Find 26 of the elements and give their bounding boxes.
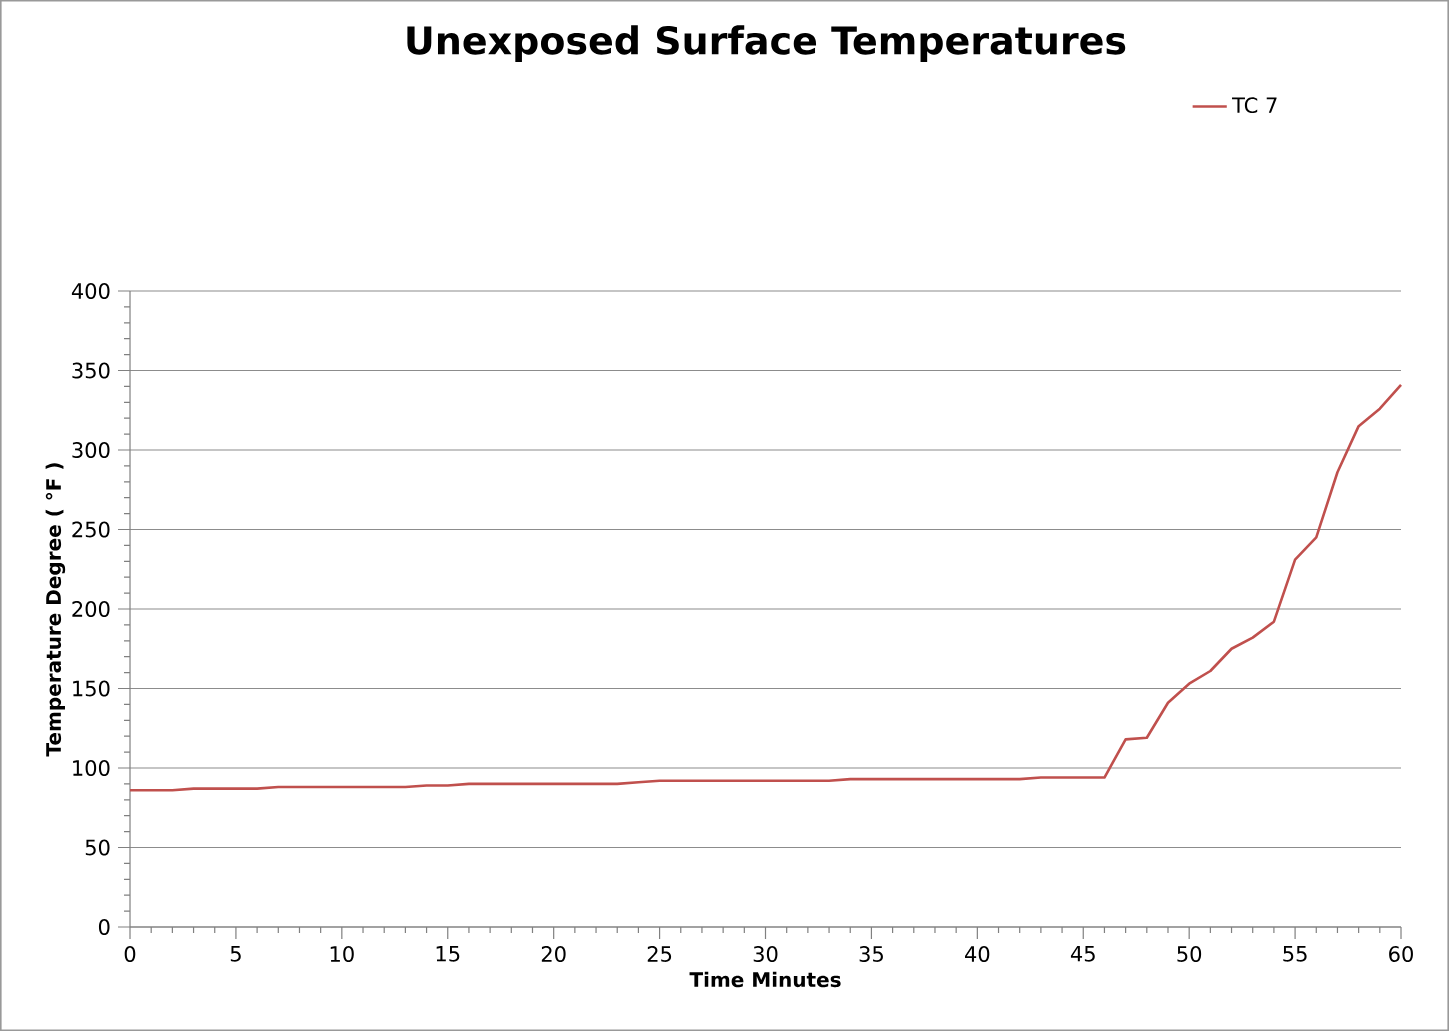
x-tick-label: 0	[124, 946, 136, 962]
x-tick-label: 30	[753, 946, 778, 962]
y-tick-label: 50	[85, 839, 110, 856]
y-tick-label: 250	[72, 521, 110, 538]
x-tick-label: 10	[330, 946, 354, 962]
x-tick-label: 55	[1283, 946, 1307, 962]
chart-title: Unexposed Surface Temperatures	[407, 25, 1126, 63]
legend-label: TC 7	[1232, 97, 1277, 114]
x-tick-label: 35	[859, 946, 883, 962]
x-tick-label: 50	[1177, 946, 1202, 962]
x-tick-label: 40	[965, 946, 990, 962]
x-axis-title: Time Minutes	[689, 971, 841, 988]
y-tick-label: 100	[73, 760, 110, 776]
x-tick-label: 45	[1070, 946, 1095, 962]
y-tick-label: 0	[98, 919, 110, 935]
x-tick-label: 15	[436, 946, 460, 962]
y-axis-title: Temperature Degree ( °F )	[45, 463, 66, 757]
y-tick-label: 350	[72, 362, 110, 379]
x-tick-label: 60	[1389, 946, 1413, 962]
y-tick-label: 150	[73, 680, 110, 697]
x-tick-label: 5	[230, 946, 241, 962]
x-tick-label: 20	[541, 946, 566, 962]
x-tick-label: 25	[647, 946, 672, 962]
y-tick-label: 300	[72, 442, 110, 458]
y-tick-label: 200	[72, 601, 110, 617]
y-tick-label: 400	[71, 283, 110, 299]
